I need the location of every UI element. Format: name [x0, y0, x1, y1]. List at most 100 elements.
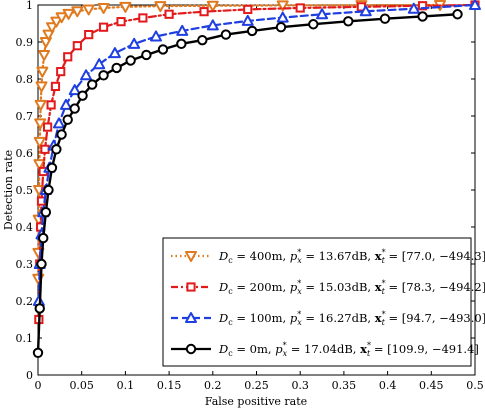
- legend-label-part: c: [228, 349, 233, 358]
- x-tick-label: 0.35: [332, 379, 357, 392]
- series-3-point: [86, 79, 98, 90]
- series-0-point: [55, 12, 68, 24]
- y-axis-label: Detection rate: [2, 150, 15, 230]
- series-3-point: [157, 44, 169, 55]
- legend-label-part: p: [290, 311, 298, 325]
- series-1-point: [295, 3, 305, 13]
- legend-label-part: c: [228, 287, 233, 296]
- legend-label-part: = 100m,: [233, 311, 290, 325]
- legend-label-part: *: [297, 310, 301, 319]
- x-tick-label: 0.05: [69, 379, 94, 392]
- series-3-point: [43, 184, 54, 196]
- series-0-point: [45, 22, 58, 34]
- x-tick-label: 0.1: [117, 379, 135, 392]
- legend-entry-0: Dc = 400m, p* x = 13.67dB, x* t = [77.0, −…: [171, 248, 485, 265]
- legend-label-part: = [109.9, −491.4]: [370, 342, 479, 356]
- series-3-point: [98, 70, 109, 81]
- legend-label-part: *: [367, 341, 371, 350]
- series-2-point: [206, 19, 219, 31]
- series-1-point: [199, 7, 209, 17]
- legend: Dc = 400m, p* x = 13.67dB, x* t = [77.0, −…: [162, 237, 485, 367]
- series-0-point: [62, 8, 75, 20]
- series-2-point: [316, 8, 329, 20]
- series-2-point: [68, 84, 81, 96]
- series-3-point: [56, 129, 67, 140]
- series-1-point: [43, 122, 53, 132]
- series-2-point: [241, 14, 254, 26]
- series-1-point: [56, 67, 66, 77]
- series-1-point: [63, 52, 73, 62]
- x-tick-label: 0.25: [244, 379, 269, 392]
- y-tick-label: 1: [26, 0, 33, 12]
- legend-label-part: *: [382, 248, 386, 257]
- series-3-point: [379, 13, 391, 24]
- legend-label-part: = 13.67dB,: [302, 249, 375, 263]
- series-0-point: [71, 6, 84, 18]
- legend-label: Dc = 400m, p* x = 13.67dB, x* t = [77.0, −…: [218, 248, 485, 265]
- legend-entry-1: Dc = 200m, p* x = 15.03dB, x* t = [78.3, −…: [171, 279, 485, 296]
- legend-label-part: = 16.27dB,: [302, 311, 375, 325]
- x-tick-label: 0: [35, 379, 42, 392]
- x-tick-label: 0.3: [291, 379, 309, 392]
- series-0-point: [97, 2, 110, 14]
- legend-marker: [185, 251, 197, 262]
- y-tick-label: 0.7: [16, 110, 34, 123]
- legend-marker: [185, 312, 197, 323]
- series-0-point: [34, 99, 47, 111]
- legend-label: Dc = 0m, p* x = 17.04dB, x* t = [109.9, −4…: [218, 341, 479, 358]
- legend-label-part: = 15.03dB,: [302, 280, 375, 294]
- series-line-3: [36, 13, 459, 354]
- series-0-point: [82, 4, 95, 16]
- series-3-point: [308, 19, 319, 30]
- series-1-point: [98, 22, 109, 32]
- series-2-point: [80, 69, 93, 81]
- series-1-point: [164, 9, 174, 19]
- legend-entry-3: Dc = 0m, p* x = 17.04dB, x* t = [109.9, −4…: [171, 341, 479, 358]
- series-3-point: [141, 49, 152, 61]
- series-3-point: [343, 16, 354, 27]
- legend-label: Dc = 100m, p* x = 16.27dB, x* t = [94.7, −…: [218, 310, 485, 327]
- series-3-point: [246, 25, 258, 37]
- legend-label-part: D: [218, 249, 228, 263]
- series-2-point: [59, 98, 72, 110]
- series-2-point: [407, 2, 420, 14]
- series-3-point: [32, 347, 44, 358]
- series-1-point: [72, 41, 82, 51]
- legend-label-part: t: [382, 318, 386, 327]
- series-0-point: [34, 118, 47, 130]
- series-3-point: [111, 62, 122, 74]
- series-2-point: [52, 117, 65, 129]
- legend-label-part: x: [297, 287, 302, 296]
- x-tick-label: 0.4: [379, 379, 397, 392]
- x-tick-label: 0.45: [419, 379, 444, 392]
- series-1-point: [50, 81, 61, 92]
- series-2-point: [93, 58, 106, 70]
- series-3-point: [220, 29, 232, 40]
- y-tick-label: 0: [26, 369, 33, 382]
- series-3-point: [275, 22, 287, 33]
- legend-label-part: = 0m,: [233, 342, 275, 356]
- y-tick-label: 0.3: [16, 258, 34, 271]
- legend-label-part: t: [382, 256, 386, 265]
- series-3-point: [38, 232, 49, 244]
- series-0-point: [206, 0, 219, 12]
- series-1-point: [84, 30, 94, 40]
- series-1-point: [417, 1, 428, 11]
- y-tick-label: 0.1: [16, 332, 34, 345]
- legend-label-part: = [94.7, −493.0]: [385, 311, 485, 325]
- legend-label-part: D: [218, 342, 228, 356]
- series-2-point: [276, 11, 289, 23]
- series-0-point: [42, 29, 55, 41]
- series-0-point: [154, 1, 167, 13]
- legend-marker: [185, 343, 197, 355]
- series-3-point: [176, 38, 187, 50]
- legend-label: Dc = 200m, p* x = 15.03dB, x* t = [78.3, −…: [218, 279, 485, 296]
- legend-label-part: = [77.0, −494.3]: [385, 249, 485, 263]
- series-3: [32, 9, 463, 358]
- series-0: [32, 0, 447, 285]
- series-2-point: [176, 24, 189, 36]
- series-0-point: [38, 49, 51, 61]
- series-0-point: [50, 16, 63, 28]
- series-3-point: [417, 11, 428, 22]
